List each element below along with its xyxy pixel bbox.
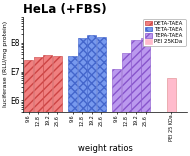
Bar	[141, 38, 150, 156]
Bar	[34, 57, 43, 156]
Legend: DETA-TAEA, TETA-TAEA, TEPA-TAEA, PEI 25KDa: DETA-TAEA, TETA-TAEA, TEPA-TAEA, PEI 25K…	[143, 19, 186, 46]
Bar	[97, 37, 106, 156]
Bar	[122, 53, 131, 156]
Bar	[24, 60, 33, 156]
X-axis label: weight ratios: weight ratios	[78, 144, 133, 153]
Bar	[53, 56, 62, 156]
Bar	[43, 55, 52, 156]
Bar	[167, 78, 176, 156]
Text: HeLa (+FBS): HeLa (+FBS)	[23, 3, 107, 16]
Bar	[68, 56, 77, 156]
Y-axis label: luciferase (RLU/mg protein): luciferase (RLU/mg protein)	[3, 21, 8, 107]
Bar	[112, 69, 121, 156]
Bar	[87, 35, 97, 156]
Bar	[78, 38, 87, 156]
Bar	[131, 40, 141, 156]
